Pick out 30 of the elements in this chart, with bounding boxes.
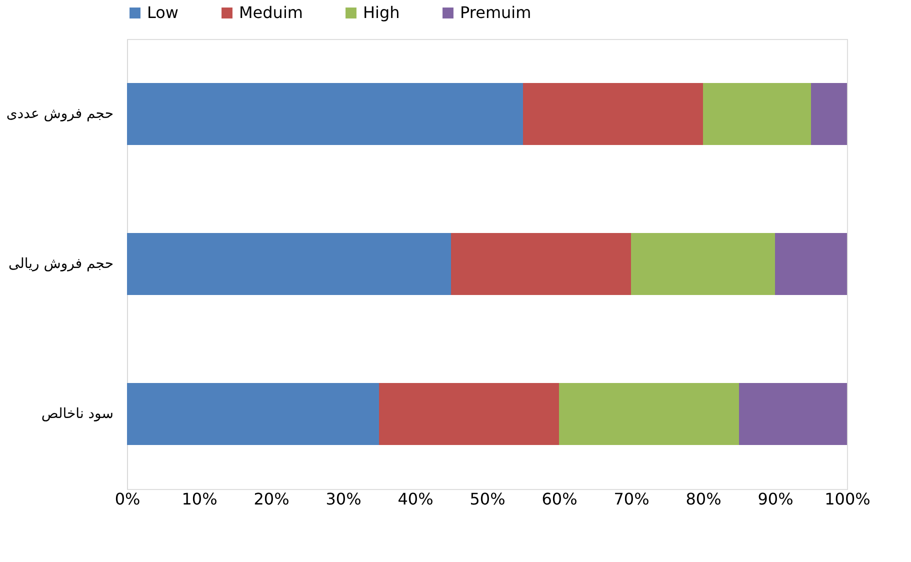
bar (559, 383, 739, 445)
bar (451, 233, 631, 295)
bar (775, 233, 847, 295)
x-tick-label: 40% (398, 490, 434, 508)
bar (127, 383, 379, 445)
y-tick-label: حجم فروش عددی (6, 106, 114, 122)
x-tick-label: 60% (542, 490, 578, 508)
y-tick-label: سود ناخالص (41, 406, 114, 422)
y-tick-label: حجم فروش ریالی (8, 256, 114, 272)
x-tick-label: 10% (182, 490, 218, 508)
bar (127, 83, 523, 145)
bar (631, 233, 775, 295)
x-tick-label: 100% (824, 490, 870, 508)
bar (523, 83, 703, 145)
bar (811, 83, 847, 145)
x-tick-label: 70% (614, 490, 650, 508)
legend-label: High (363, 3, 400, 22)
bar (703, 83, 811, 145)
bar (739, 383, 847, 445)
x-tick-label: 80% (686, 490, 722, 508)
x-tick-label: 30% (326, 490, 362, 508)
bar (127, 233, 451, 295)
legend-label: Low (147, 3, 179, 22)
x-tick-label: 90% (758, 490, 794, 508)
legend-label: Premuim (460, 3, 532, 22)
bar (379, 383, 559, 445)
x-tick-label: 20% (254, 490, 290, 508)
legend-label: Meduim (239, 3, 303, 22)
x-tick-label: 0% (114, 490, 140, 508)
x-tick-label: 50% (470, 490, 506, 508)
